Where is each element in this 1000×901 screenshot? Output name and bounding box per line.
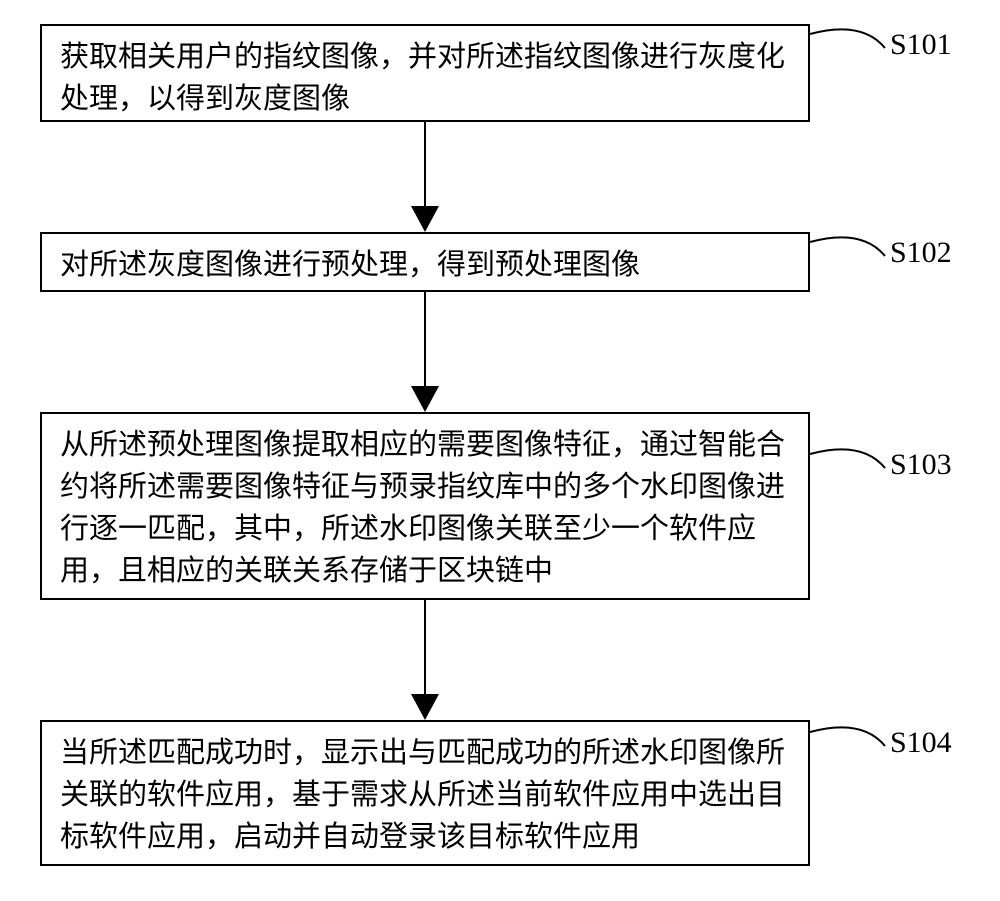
step-label-s104: S104 bbox=[890, 726, 952, 760]
leader-s104 bbox=[0, 0, 1000, 901]
